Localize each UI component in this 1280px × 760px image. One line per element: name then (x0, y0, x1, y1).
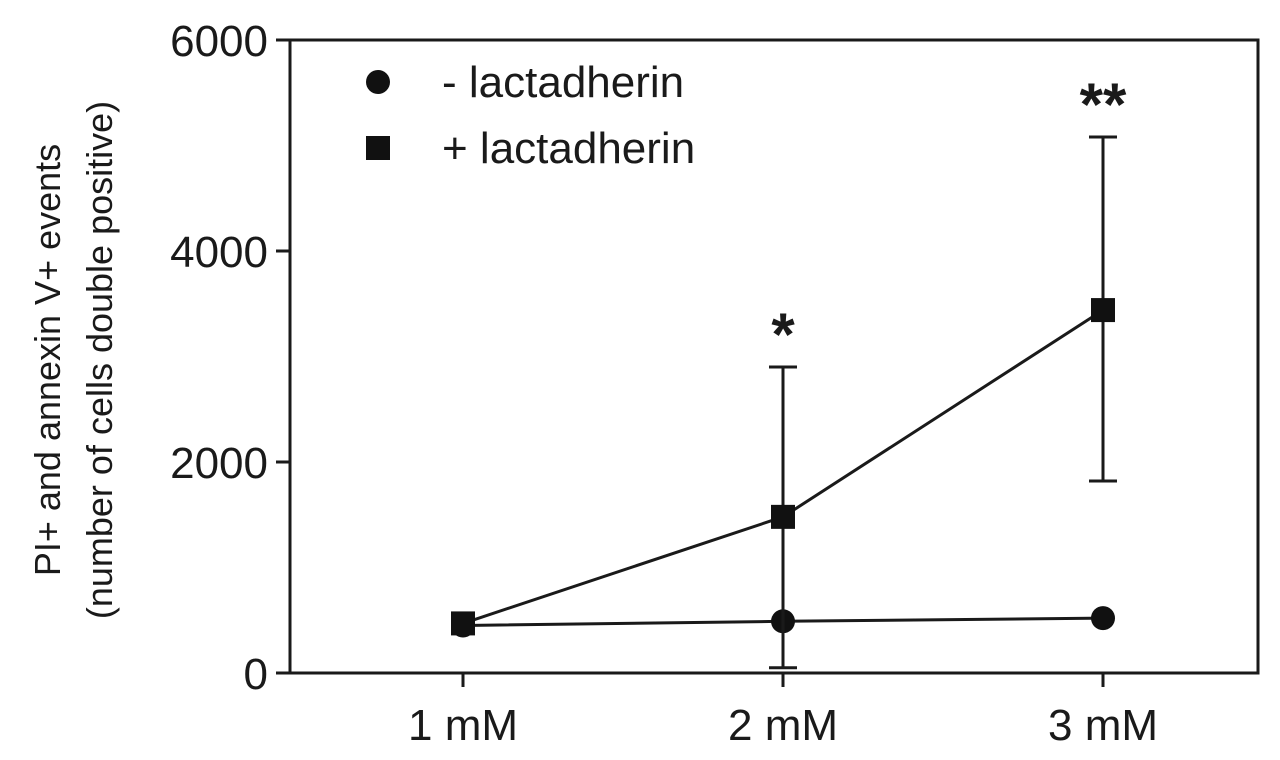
y-axis-label: PI+ and annexin V+ events (number of cel… (27, 101, 120, 619)
legend-marker-square (366, 136, 390, 160)
x-tick-label: 3 mM (1048, 701, 1158, 750)
significance-marker: * (771, 301, 795, 368)
y-tick-label: 4000 (170, 228, 268, 277)
y-tick-label: 2000 (170, 439, 268, 488)
plot-frame (288, 38, 1260, 675)
data-point-circle (1091, 606, 1115, 631)
legend: - lactadherin + lactadherin (366, 58, 695, 173)
data-point-square (1091, 298, 1115, 323)
x-tick-label: 2 mM (728, 701, 838, 750)
significance-marker: ** (1080, 71, 1127, 138)
x-tick-label: 1 mM (408, 701, 518, 750)
series-layer (451, 135, 1117, 670)
legend-label: - lactadherin (442, 58, 684, 107)
data-point-square (771, 504, 795, 529)
x-axis-ticks: 1 mM 2 mM 3 mM (408, 673, 1158, 750)
y-axis-ticks: 0 2000 4000 6000 (170, 17, 290, 699)
plot-axes (288, 38, 1260, 675)
data-point-square (451, 611, 475, 636)
legend-label: + lactadherin (442, 124, 695, 173)
annotations: *** (771, 71, 1127, 368)
y-tick-label: 6000 (170, 17, 268, 66)
y-axis-label-line1: PI+ and annexin V+ events (27, 144, 68, 576)
legend-marker-circle (366, 70, 390, 94)
y-axis-label-line2: (number of cells double positive) (79, 101, 120, 619)
y-tick-label: 0 (244, 650, 268, 699)
series-plus-lactadherin (451, 135, 1117, 670)
